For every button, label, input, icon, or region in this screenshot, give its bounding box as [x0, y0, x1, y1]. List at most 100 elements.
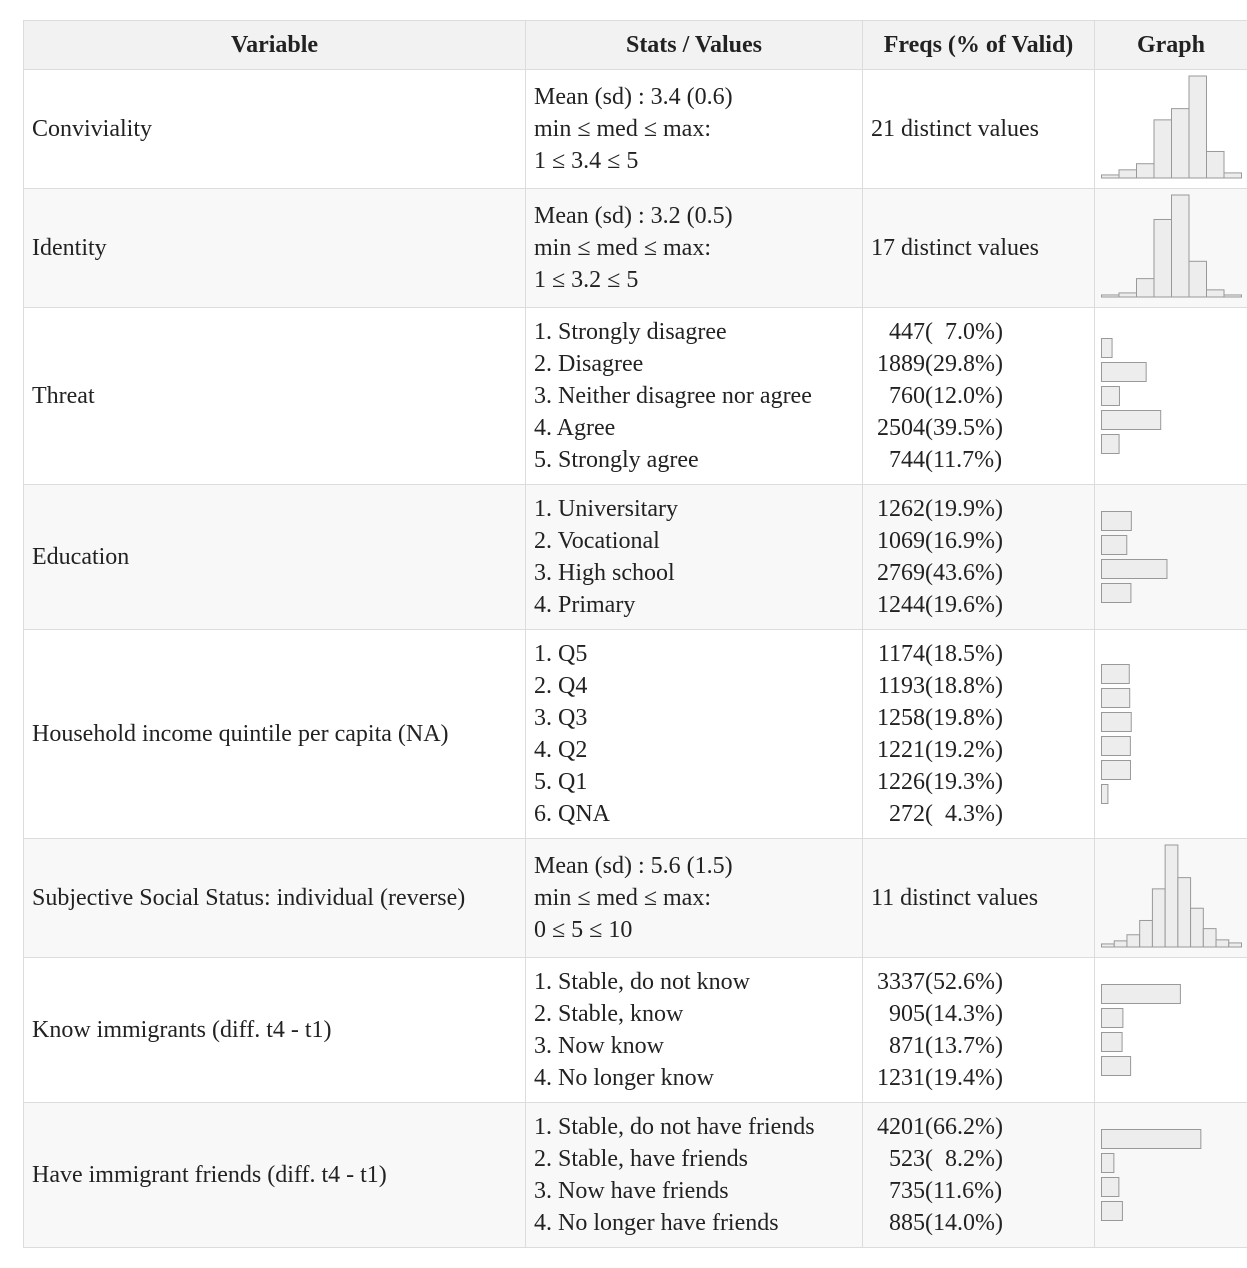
freq-line: 905(14.3%) — [871, 998, 1086, 1030]
stats-line: 1. Q5 — [534, 641, 588, 667]
stats-line: 5. Q1 — [534, 769, 588, 795]
histogram-bar — [1153, 218, 1172, 298]
freq-pct: ( 7.0%) — [925, 319, 1003, 345]
stats-line: Mean (sd) : 5.6 (1.5) — [534, 853, 733, 879]
freq-count: 744 — [889, 447, 925, 473]
freq-count: 1193 — [877, 673, 925, 699]
histogram-bar — [1153, 119, 1172, 179]
histogram-bar — [1101, 174, 1120, 179]
freq-count: 447 — [889, 319, 925, 345]
histogram-bar — [1126, 934, 1141, 948]
stats-line: Mean (sd) : 3.2 (0.5) — [534, 203, 733, 229]
freq-count: 2504 — [877, 415, 925, 441]
stats-line: 2. Stable, have friends — [534, 1146, 748, 1172]
freq-line: 1193(18.8%) — [871, 670, 1086, 702]
column-header: Graph — [1094, 20, 1247, 70]
stats-line: min ≤ med ≤ max: — [534, 235, 711, 261]
freq-bar — [1101, 712, 1132, 732]
histogram-bar — [1177, 877, 1192, 948]
freq-count: 1221 — [877, 737, 925, 763]
freq-pct: (19.2%) — [925, 737, 1003, 763]
freq-count: 523 — [889, 1146, 925, 1172]
stats-line: 2. Vocational — [534, 528, 660, 554]
stats-line: 6. QNA — [534, 801, 610, 827]
variable: Threat — [23, 307, 526, 485]
freq-line: 523( 8.2%) — [871, 1143, 1086, 1175]
variable: Identity — [23, 188, 526, 308]
freq-pct: (19.9%) — [925, 496, 1003, 522]
freq-pct: (52.6%) — [925, 969, 1003, 995]
freq-count: 1889 — [877, 351, 925, 377]
freq-bar — [1101, 1129, 1202, 1149]
freq-pct: (16.9%) — [925, 528, 1003, 554]
histogram-bar — [1223, 294, 1242, 298]
summary-table: Variable Stats / Values Freqs (% of Valid)… — [23, 20, 1247, 1248]
freq-line: 1226(19.3%) — [871, 766, 1086, 798]
stats: Mean (sd) : 3.4 (0.6) min ≤ med ≤ max: 1 ≤… — [525, 69, 863, 189]
freq-count: 1069 — [877, 528, 925, 554]
freq-pct: (43.6%) — [925, 560, 1003, 586]
freq-bar — [1101, 386, 1120, 406]
freq-bar — [1101, 688, 1131, 708]
freqs-text: 17 distinct values — [871, 235, 1039, 261]
freq-pct: (19.4%) — [925, 1065, 1003, 1091]
freq-bar — [1101, 338, 1113, 358]
freq-bar — [1101, 1056, 1132, 1076]
freq-line: 760(12.0%) — [871, 380, 1086, 412]
stats-line: 3. Neither disagree nor agree — [534, 383, 812, 409]
row: Know immigrants (diff. t4 - t1) 1. Stable… — [23, 957, 1247, 1103]
histogram-bar — [1118, 169, 1137, 179]
stats-line: 1. Stable, do not know — [534, 969, 750, 995]
row: Subjective Social Status: individual (re… — [23, 838, 1247, 958]
stats-line: 3. Q3 — [534, 705, 588, 731]
freqs: 17 distinct values — [862, 188, 1095, 308]
variable: Household income quintile per capita (NA… — [23, 629, 526, 839]
histogram-bar — [1113, 940, 1128, 948]
histogram — [1101, 75, 1242, 179]
freq-line: 1174(18.5%) — [871, 638, 1086, 670]
histogram-bar — [1215, 939, 1230, 948]
graph — [1094, 188, 1247, 308]
freq-line: 2769(43.6%) — [871, 557, 1086, 589]
histogram-bar — [1151, 888, 1166, 948]
row: Conviviality Mean (sd) : 3.4 (0.6) min ≤ m… — [23, 69, 1247, 189]
stats: 1. Stable, do not know 2. Stable, know 3. … — [525, 957, 863, 1103]
freq-pct: (11.6%) — [925, 1178, 1003, 1204]
freq-pct: (19.6%) — [925, 592, 1003, 618]
histogram-bar — [1136, 163, 1155, 179]
histogram-bar — [1171, 108, 1190, 179]
row: Have immigrant friends (diff. t4 - t1) 1.… — [23, 1102, 1247, 1248]
freq-pct: (19.8%) — [925, 705, 1003, 731]
freq-line: 2504(39.5%) — [871, 412, 1086, 444]
graph — [1094, 69, 1247, 189]
freq-count: 905 — [889, 1001, 925, 1027]
stats-line: 2. Disagree — [534, 351, 644, 377]
bar-graph — [1101, 664, 1132, 804]
stats-line: 0 ≤ 5 ≤ 10 — [534, 917, 633, 943]
stats-line: 3. Now have friends — [534, 1178, 729, 1204]
column-header: Variable — [23, 20, 526, 70]
freq-line: 1262(19.9%) — [871, 493, 1086, 525]
freqs: 3337(52.6%) 905(14.3%) 871(13.7%) 1231(19.4… — [862, 957, 1095, 1103]
freq-pct: (19.3%) — [925, 769, 1003, 795]
freq-bar — [1101, 984, 1181, 1004]
stats-line: 4. No longer have friends — [534, 1210, 779, 1236]
freq-bar — [1101, 1177, 1120, 1197]
histogram-bar — [1118, 292, 1137, 298]
row: Identity Mean (sd) : 3.2 (0.5) min ≤ med ≤… — [23, 188, 1247, 308]
freq-bar — [1101, 362, 1147, 382]
stats-line: 3. High school — [534, 560, 675, 586]
freq-pct: ( 8.2%) — [925, 1146, 1003, 1172]
histogram-bar — [1188, 75, 1207, 179]
stats-line: 1 ≤ 3.2 ≤ 5 — [534, 267, 639, 293]
freq-pct: (66.2%) — [925, 1114, 1003, 1140]
graph — [1094, 307, 1247, 485]
freq-bar — [1101, 1153, 1115, 1173]
freq-pct: (29.8%) — [925, 351, 1003, 377]
histogram-bar — [1223, 172, 1242, 179]
freq-bar — [1101, 1201, 1123, 1221]
freq-count: 871 — [889, 1033, 925, 1059]
graph — [1094, 629, 1247, 839]
freq-line: 1889(29.8%) — [871, 348, 1086, 380]
stats-line: 4. Q2 — [534, 737, 588, 763]
